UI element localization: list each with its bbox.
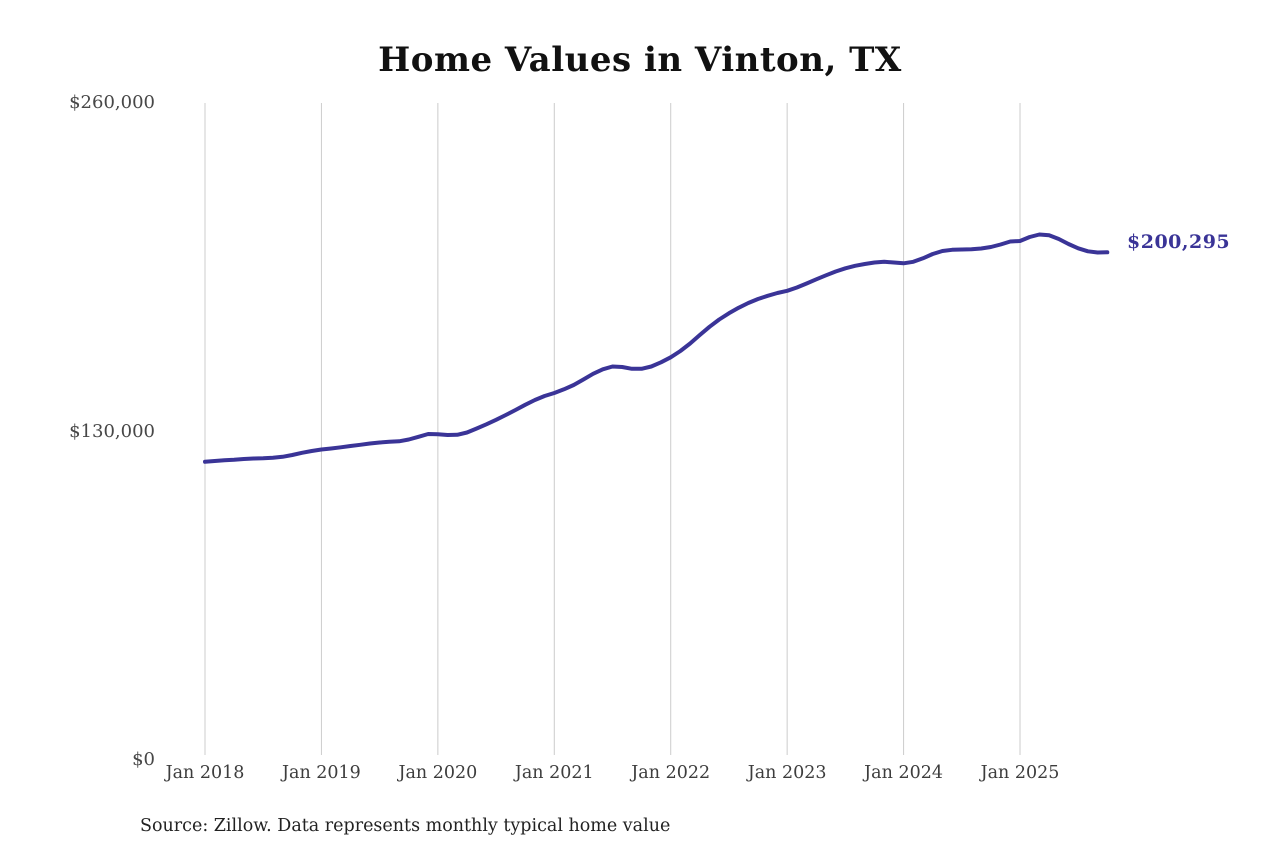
y-axis-tick-130000: $130,000: [69, 421, 155, 442]
chart-title: Home Values in Vinton, TX: [378, 40, 902, 80]
x-axis-tick-label: Jan 2020: [398, 763, 478, 783]
vertical-gridlines: [204, 103, 1021, 755]
x-axis-tick-label: Jan 2024: [864, 763, 943, 783]
x-axis-tick-label: Jan 2021: [514, 763, 594, 783]
home-value-line-series: [203, 232, 1110, 464]
latest-value-label: $200,295: [1127, 231, 1231, 253]
source-note: Source: Zillow. Data represents monthly …: [140, 816, 671, 836]
x-axis-tick-label: Jan 2018: [165, 763, 245, 783]
x-axis-tick-label: Jan 2025: [980, 763, 1060, 783]
y-axis-tick-0: $0: [132, 749, 155, 770]
x-axis-tick-label: Jan 2023: [747, 763, 827, 783]
x-axis-tick-label: Jan 2019: [282, 763, 361, 783]
y-axis-tick-260000: $260,000: [69, 92, 155, 113]
x-axis-tick-label: Jan 2022: [631, 763, 711, 783]
